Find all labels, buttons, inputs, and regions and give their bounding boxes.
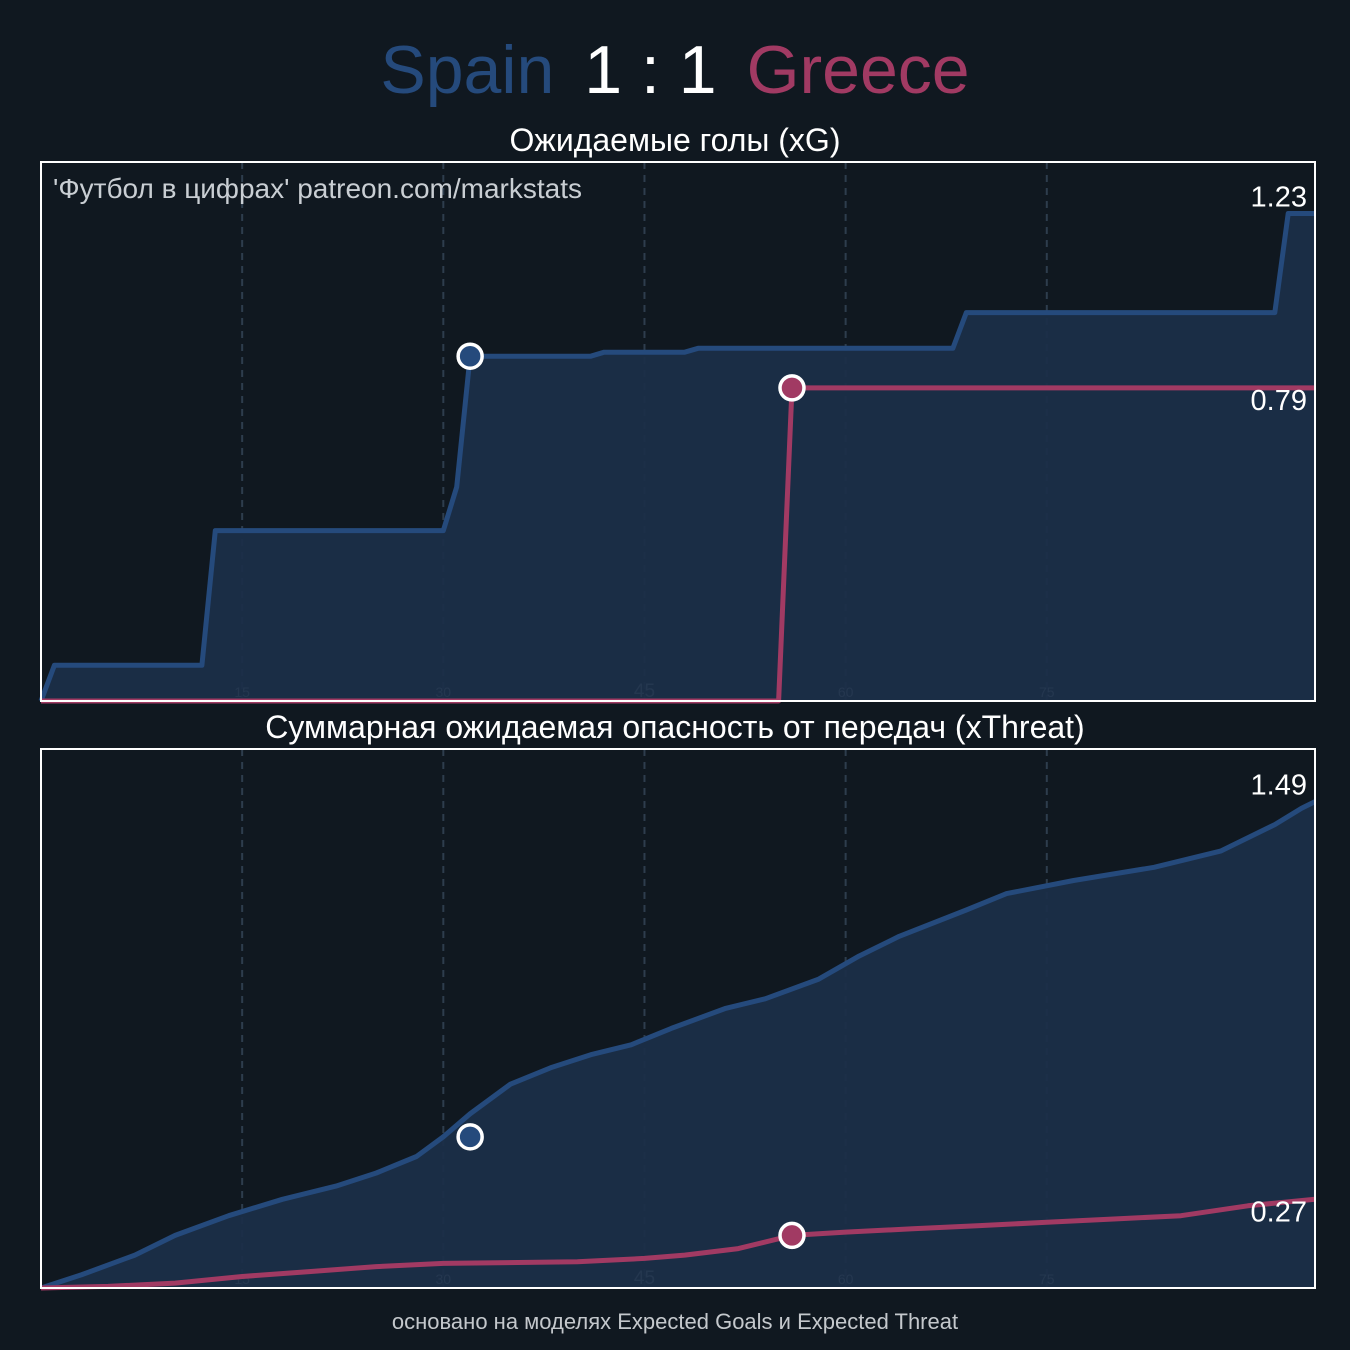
goal-marker-greece xyxy=(778,1221,806,1250)
xthreat-chart-title: Суммарная ожидаемая опасность от передач… xyxy=(265,709,1085,745)
plot-frame xyxy=(40,748,1316,1289)
goal-marker-spain xyxy=(456,342,484,370)
match-score-header: Spain 1 : 1 Greece xyxy=(0,28,1350,112)
away-team-name: Greece xyxy=(746,32,970,108)
xthreat-chart: 15304560751.490.27 xyxy=(40,748,1317,1291)
series-line-spain xyxy=(40,799,1317,1291)
xg-chart: 15304560751.230.79'Футбол в цифрах' patr… xyxy=(38,161,1316,704)
goal-marker-spain xyxy=(456,1123,484,1151)
home-area-fill xyxy=(41,213,1315,701)
final-value-label-greece: 0.27 xyxy=(1251,1196,1307,1228)
home-team-name: Spain xyxy=(380,32,555,108)
home-area-fill xyxy=(41,801,1315,1288)
final-value-label-greece: 0.79 xyxy=(1251,385,1307,417)
series-line-greece xyxy=(40,1196,1316,1291)
final-value-label-spain: 1.49 xyxy=(1251,770,1307,802)
plot-frame xyxy=(40,161,1316,702)
footer-note: основано на моделях Expected Goals и Exp… xyxy=(391,1309,959,1334)
goal-marker-greece xyxy=(778,374,806,402)
xg-chart-title: Ожидаемые голы (xG) xyxy=(509,122,841,158)
series-line-spain xyxy=(38,211,1315,702)
watermark-text: 'Футбол в цифрах' patreon.com/markstats xyxy=(53,173,582,204)
match-score: 1 : 1 xyxy=(584,32,717,108)
final-value-label-spain: 1.23 xyxy=(1251,182,1307,214)
